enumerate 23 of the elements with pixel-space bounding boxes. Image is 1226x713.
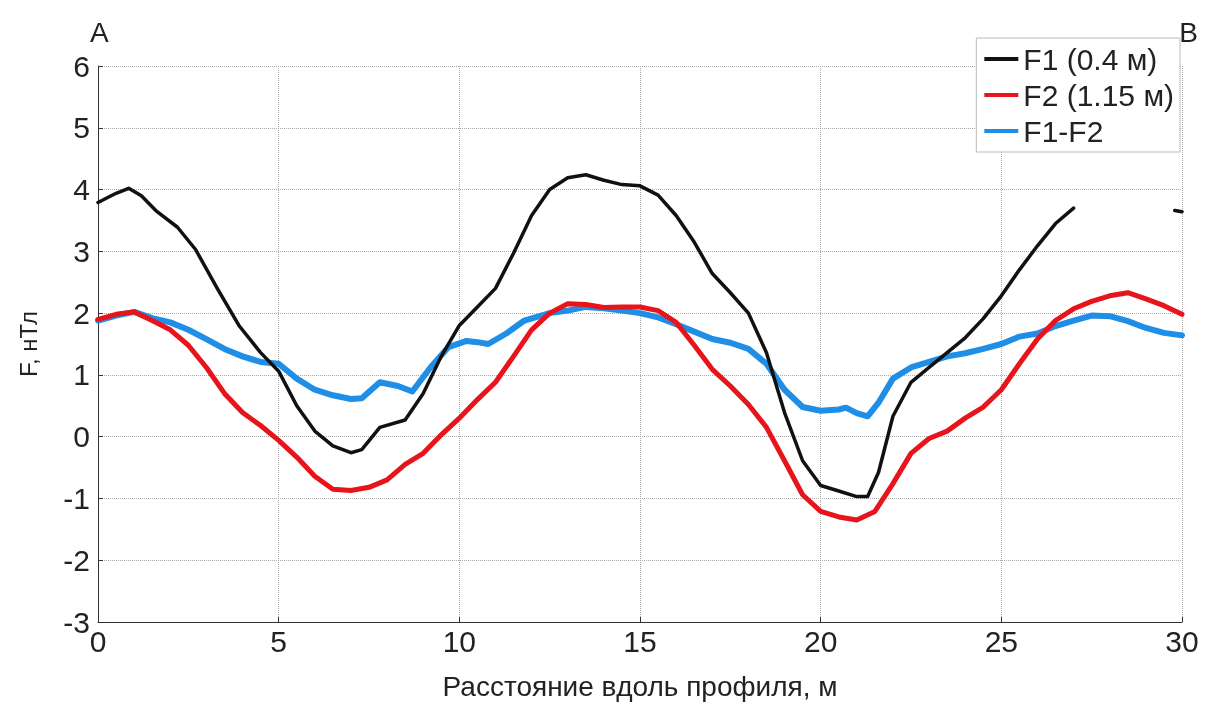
y-tick-label: -3 xyxy=(63,605,90,639)
x-tick-label: 20 xyxy=(803,624,838,658)
y-tick-label: -1 xyxy=(63,481,90,515)
x-tick-label: 15 xyxy=(623,624,657,658)
y-tick-label: 2 xyxy=(73,296,90,330)
legend-label: F1 (0.4 м) xyxy=(1023,42,1158,76)
y-tick-label: 0 xyxy=(73,420,90,454)
legend-label: F2 (1.15 м) xyxy=(1023,78,1175,112)
x-tick-label: 25 xyxy=(984,624,1019,658)
legend-label: F1-F2 xyxy=(1023,114,1104,148)
x-axis-title: Расстояние вдоль профиля, м xyxy=(442,670,838,702)
y-axis-title: F, нТл xyxy=(14,310,42,378)
y-tick-label: 4 xyxy=(73,173,90,207)
y-tick-label: 3 xyxy=(73,234,90,268)
y-tick-label: -2 xyxy=(63,543,90,577)
text: A xyxy=(90,16,109,48)
y-tick-label: 5 xyxy=(73,111,90,145)
x-tick-label: 5 xyxy=(270,624,288,658)
y-tick-label: 6 xyxy=(73,49,90,83)
x-tick-label: 30 xyxy=(1165,624,1199,658)
text: B xyxy=(1179,16,1199,48)
x-tick-label: 10 xyxy=(442,624,477,658)
y-tick-label: 1 xyxy=(73,358,90,392)
